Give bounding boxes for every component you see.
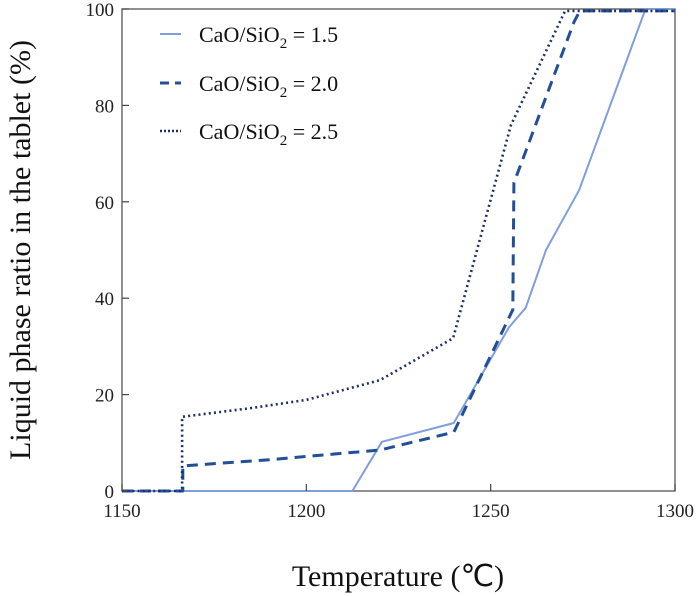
- series-line-dotted: [122, 9, 675, 493]
- y-tick-label: 80: [95, 96, 114, 117]
- x-tick-label: 1300: [656, 501, 694, 522]
- plot-frame: [121, 8, 676, 492]
- legend-label-main: CaO/SiO: [199, 119, 280, 144]
- x-axis-title: Temperature (℃): [292, 560, 504, 593]
- legend-label-value: = 2.5: [287, 119, 338, 144]
- legend-label-main: CaO/SiO: [199, 71, 280, 96]
- y-tick-label: 20: [95, 386, 114, 407]
- legend-label: CaO/SiO2 = 1.5: [199, 22, 338, 52]
- y-tick-label: 100: [86, 0, 115, 21]
- x-tick-label: 1150: [103, 501, 140, 522]
- y-axis-title: Liquid phase ratio in the tablet (%): [4, 40, 37, 460]
- legend-label-subscript: 2: [280, 85, 288, 101]
- legend-label: CaO/SiO2 = 2.5: [199, 119, 338, 149]
- series-line-solid: [122, 8, 675, 492]
- legend-label-main: CaO/SiO: [199, 22, 280, 47]
- legend-label-value: = 2.0: [287, 71, 338, 96]
- legend-label-value: = 1.5: [287, 22, 338, 47]
- y-tick-label: 0: [105, 482, 115, 503]
- x-tick-label: 1250: [472, 501, 510, 522]
- legend-label-subscript: 2: [280, 36, 288, 52]
- tick-layer: 1150 1200 1250 1300 0 20 40 60 80 100: [86, 0, 695, 522]
- legend-label: CaO/SiO2 = 2.0: [199, 71, 338, 101]
- x-tick-label: 1200: [287, 501, 325, 522]
- legend-label-subscript: 2: [280, 133, 288, 149]
- y-tick-label: 60: [95, 193, 114, 214]
- series-layer: [122, 8, 675, 493]
- series-line-dashed: [122, 9, 675, 493]
- plot-border: [121, 8, 676, 492]
- y-tick-label: 40: [95, 289, 114, 310]
